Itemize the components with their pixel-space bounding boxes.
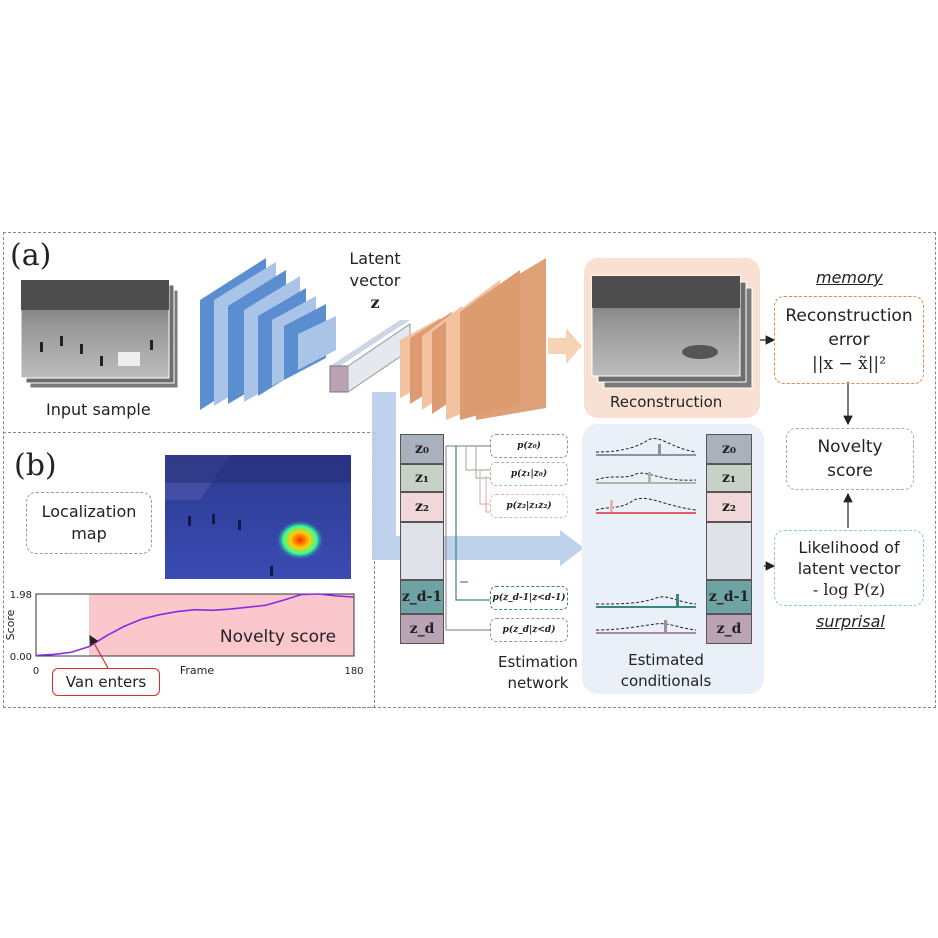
- score-chart: 0 180 0.00 1.98 Frame Score Novelty score: [4, 590, 364, 677]
- recon-error-formula: ||x − x̃||²: [812, 354, 886, 374]
- recon-error-line2: error: [828, 330, 870, 350]
- estimated-conditionals-label: Estimated conditionals: [606, 650, 726, 692]
- novelty-line1: Novelty: [817, 437, 883, 457]
- conditionals-line1: Estimated: [628, 651, 704, 669]
- novelty-line2: score: [827, 461, 873, 481]
- z-right-cell-0: z₀: [706, 434, 752, 464]
- conditionals-line2: conditionals: [620, 672, 712, 690]
- panel-a-frame: [3, 232, 936, 708]
- latent-to-estimation-arrow: [372, 392, 584, 566]
- latent-title-line2: vector: [349, 271, 401, 290]
- novelty-region-label: Novelty score: [220, 627, 336, 647]
- x-axis-label: Frame: [180, 664, 215, 677]
- z-left-cell-2: z₂: [400, 492, 444, 522]
- panel-b-label: (b): [14, 448, 57, 483]
- estimation-network-label: Estimation network: [488, 652, 588, 694]
- likelihood-line2: latent vector: [797, 558, 901, 578]
- novelty-region: [89, 594, 354, 656]
- panel-b-frame: [3, 432, 375, 708]
- conditional-box-0: p(z₀): [490, 434, 568, 458]
- y-axis-label: Score: [4, 609, 17, 640]
- likelihood-line1: Likelihood of: [798, 537, 900, 557]
- localization-line2: map: [71, 524, 107, 543]
- localization-map-image: [165, 455, 351, 579]
- z-right-cell-2: z₂: [706, 492, 752, 522]
- x-tick-label: 180: [344, 666, 363, 677]
- score-line: [35, 593, 355, 657]
- estimation-line1: Estimation: [498, 653, 578, 671]
- panel-a-label: (a): [10, 238, 52, 273]
- latent-vector-bar: [329, 320, 411, 393]
- memory-label: memory: [816, 268, 883, 287]
- localization-map-box: Localization map: [26, 492, 152, 554]
- van-enters-box: Van enters: [52, 668, 160, 696]
- latent-title-line1: Latent: [349, 249, 401, 268]
- z-left-cell-5: z_d: [400, 614, 444, 644]
- z-right-cell-1: z₁: [706, 464, 752, 492]
- reconstruction-error-box: Reconstruction error ||x − x̃||²: [774, 296, 924, 384]
- z-right-cell-5: z_d: [706, 614, 752, 644]
- likelihood-formula: - log P(z): [812, 579, 886, 599]
- z-left-cell-1: z₁: [400, 464, 444, 492]
- chart-frame: [35, 593, 355, 657]
- conditional-box-4: p(z_d|z<d): [490, 618, 568, 642]
- surprisal-label: surprisal: [816, 612, 885, 631]
- z-right-cell-4: z_d-1: [706, 580, 752, 614]
- van-enters-label: Van enters: [65, 673, 147, 691]
- x-tick-label: 0: [33, 666, 39, 677]
- latent-symbol: z: [370, 293, 380, 312]
- y-tick-label: 1.98: [10, 590, 32, 601]
- likelihood-box: Likelihood of latent vector - log P(z): [774, 530, 924, 606]
- z-left-cell-0: z₀: [400, 434, 444, 464]
- z-left-cell-4: z_d-1: [400, 580, 444, 614]
- conditional-box-3: p(z_d-1|z<d-1): [490, 586, 568, 610]
- latent-vector-title: Latent vector z: [340, 248, 410, 314]
- decoder-to-reconstruction-arrow: [548, 328, 582, 364]
- recon-error-line1: Reconstruction: [785, 306, 913, 326]
- estimation-line2: network: [507, 674, 569, 692]
- encoder-layers: [200, 258, 336, 410]
- conditional-curves: [595, 438, 697, 631]
- conditional-box-1: p(z₁|z₀): [490, 462, 568, 486]
- input-sample-label: Input sample: [46, 400, 151, 419]
- novelty-score-box: Novelty score: [786, 428, 914, 490]
- input-sample-image: [20, 279, 179, 389]
- conditional-box-2: p(z₂|z₁z₂): [490, 494, 568, 518]
- estimation-network-lines: [445, 445, 490, 631]
- reconstruction-label: Reconstruction: [610, 393, 723, 411]
- z-left-cell-3: [400, 522, 444, 580]
- decoder-layers: [400, 258, 546, 420]
- localization-line1: Localization: [41, 502, 137, 521]
- reconstruction-image: [591, 275, 753, 389]
- y-tick-label: 0.00: [10, 652, 32, 663]
- z-right-cell-3: [706, 522, 752, 580]
